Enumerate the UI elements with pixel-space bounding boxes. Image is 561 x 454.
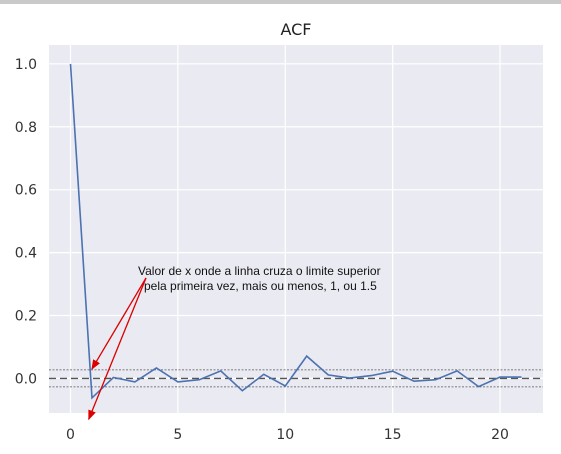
annotation-line-2: pela primeira vez, mais ou menos, 1, ou … (144, 279, 377, 293)
chart-title: ACF (280, 20, 311, 39)
y-tick-labels: 0.0 0.2 0.4 0.6 0.8 1.0 (15, 57, 37, 388)
annotation-arrow (91, 277, 147, 370)
x-tick-label: 15 (384, 427, 402, 443)
acf-series-line (69, 63, 522, 400)
y-tick-label: 0.8 (15, 120, 37, 136)
annotation-arrow (88, 277, 147, 421)
plot-area (49, 45, 543, 413)
x-tick-label: 10 (276, 427, 294, 443)
x-tick-label: 20 (491, 427, 509, 443)
x-tick-label: 5 (173, 427, 182, 443)
x-tick-labels: 0 5 10 15 20 (66, 427, 509, 443)
y-tick-label: 0.0 (15, 371, 37, 387)
y-tick-label: 0.4 (15, 246, 37, 262)
annotation-arrows (88, 277, 147, 421)
y-tick-label: 0.6 (15, 183, 37, 199)
annotation-line-1: Valor de x onde a linha cruza o limite s… (138, 264, 381, 278)
x-tick-label: 0 (66, 427, 75, 443)
y-tick-label: 1.0 (15, 57, 37, 73)
window-top-bar (0, 0, 561, 4)
y-tick-label: 0.2 (15, 308, 37, 324)
